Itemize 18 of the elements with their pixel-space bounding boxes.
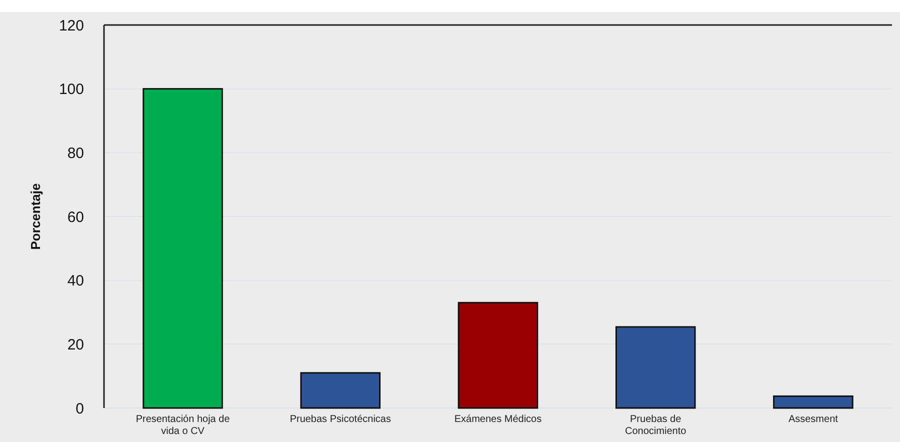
x-tick-label: Pruebas de Conocimiento [625, 414, 687, 437]
x-tick-label: Exámenes Médicos [454, 414, 542, 425]
bar [300, 372, 381, 409]
y-axis-title: Porcentaje [28, 183, 43, 250]
y-tick-label: 40 [67, 272, 84, 290]
bar [773, 395, 854, 409]
x-tick-label: Assesment [788, 414, 838, 425]
x-tick-label: Presentación hoja de vida o CV [136, 414, 230, 437]
bar [142, 88, 223, 409]
y-tick-label: 60 [67, 208, 84, 226]
x-tick-label: Pruebas Psicotécnicas [290, 414, 391, 425]
y-tick-label: 80 [67, 144, 84, 162]
y-tick-label: 100 [58, 81, 84, 98]
y-tick-label: 120 [58, 17, 84, 34]
bar [615, 326, 696, 409]
y-tick-label: 20 [67, 336, 84, 354]
y-tick-label: 0 [76, 400, 84, 418]
bar [458, 302, 538, 409]
